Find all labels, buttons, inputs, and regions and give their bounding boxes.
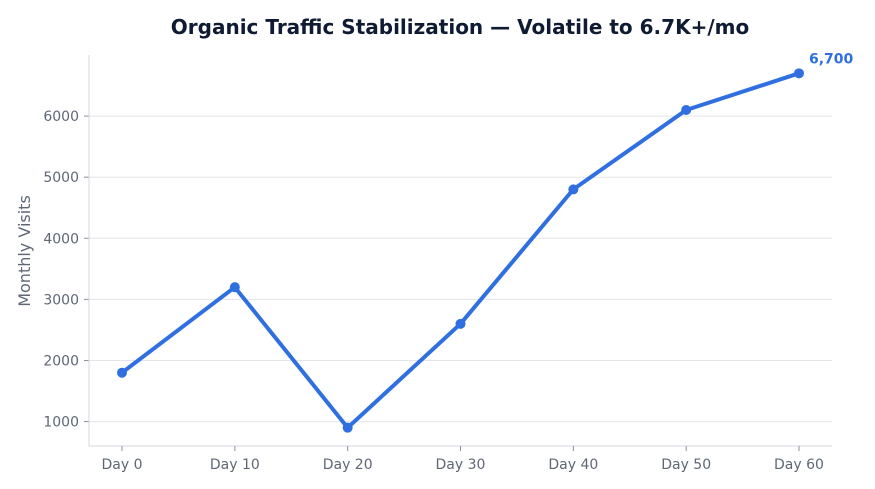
y-tick-label: 3000	[43, 292, 79, 308]
chart-title: Organic Traffic Stabilization — Volatile…	[171, 15, 749, 39]
data-point	[568, 184, 579, 195]
x-tick-label: Day 50	[661, 457, 711, 473]
data-points	[117, 68, 804, 433]
x-tick-label: Day 30	[436, 457, 486, 473]
series-lines	[120, 71, 801, 430]
data-point	[229, 282, 240, 293]
y-tick-label: 2000	[43, 353, 79, 369]
y-tick-labels: 1000 2000 3000 4000 5000 6000	[43, 109, 79, 430]
y-tick-label: 5000	[43, 170, 79, 186]
y-tick-label: 6000	[43, 109, 79, 125]
data-point	[794, 68, 804, 79]
data-label: 6,700	[809, 51, 854, 67]
grid-lines	[89, 115, 832, 423]
x-tick-label: Day 10	[210, 457, 260, 473]
x-tick-labels: Day 0 Day 10 Day 20 Day 30 Day 40 Day 50 Day 6…	[101, 457, 823, 473]
x-tick-label: Day 20	[323, 457, 373, 473]
axes	[84, 55, 832, 451]
y-tick-label: 1000	[43, 415, 79, 431]
x-tick-label: Day 60	[774, 457, 824, 473]
data-point	[681, 104, 692, 115]
y-tick-label: 4000	[43, 231, 79, 247]
series-line	[120, 71, 801, 430]
y-axis-label: Monthly Visits	[15, 195, 34, 307]
x-tick-label: Day 40	[548, 457, 598, 473]
annotations: 6,700	[809, 51, 854, 67]
data-point	[117, 367, 127, 378]
x-tick-label: Day 0	[101, 457, 142, 473]
data-point	[455, 318, 466, 329]
data-point	[342, 422, 353, 433]
